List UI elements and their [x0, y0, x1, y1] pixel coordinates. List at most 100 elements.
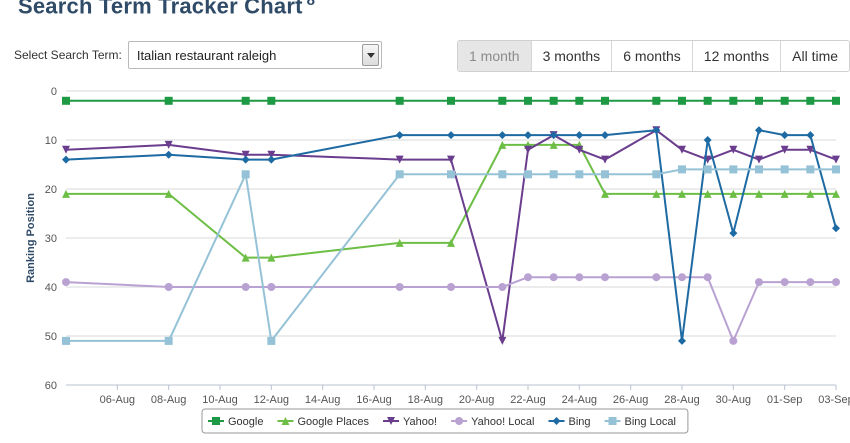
point-google-places-6 — [498, 140, 507, 149]
point-google-4 — [395, 96, 404, 105]
legend-item-yahoo-local[interactable]: Yahoo! Local — [451, 416, 535, 428]
legend-label-bing-local: Bing Local — [625, 416, 676, 428]
point-yahoo-local-1 — [164, 283, 173, 291]
x-tick-label-24-Aug: 24-Aug — [562, 394, 597, 406]
point-google-15 — [755, 96, 763, 105]
page-title-text: Search Term Tracker Chart — [18, 0, 303, 19]
y-tick-label-10: 10 — [45, 135, 57, 147]
legend-item-google-places[interactable]: Google Places — [277, 416, 370, 428]
x-tick-label-26-Aug: 26-Aug — [613, 394, 648, 406]
point-bing-15 — [755, 126, 763, 135]
point-yahoo-local-13 — [703, 273, 712, 282]
x-tick-label-18-Aug: 18-Aug — [408, 394, 443, 406]
range-button-1-month[interactable]: 1 month — [458, 41, 531, 71]
series-yahoo-local — [62, 273, 840, 345]
point-google-9 — [575, 96, 584, 105]
search-term-select[interactable]: Italian restaurant raleigh — [127, 41, 382, 69]
point-bing-local-13 — [703, 165, 712, 174]
series-google-places — [62, 140, 840, 262]
range-button-3-months[interactable]: 3 months — [530, 41, 612, 71]
series-bing — [62, 126, 840, 345]
point-bing-local-15 — [755, 165, 763, 174]
point-yahoo-local-16 — [780, 278, 789, 287]
point-bing-18 — [832, 224, 840, 233]
point-bing-6 — [498, 131, 507, 140]
legend-box — [201, 408, 689, 434]
point-google-0 — [62, 96, 70, 105]
point-google-places-5 — [447, 238, 455, 247]
point-yahoo-local-12 — [678, 273, 686, 282]
point-bing-0 — [62, 155, 70, 164]
point-bing-9 — [575, 131, 584, 140]
chevron-down-icon[interactable] — [361, 44, 379, 66]
point-bing-14 — [729, 229, 738, 238]
point-google-places-2 — [241, 253, 250, 262]
point-bing-local-16 — [780, 165, 789, 174]
point-google-places-8 — [549, 140, 558, 149]
point-yahoo-local-15 — [755, 278, 763, 287]
point-bing-local-3 — [267, 336, 276, 345]
legend-label-bing: Bing — [569, 416, 591, 428]
point-yahoo-3 — [267, 150, 276, 159]
point-yahoo-4 — [395, 155, 404, 164]
point-bing-local-12 — [678, 165, 686, 174]
x-tick-label-12-Aug: 12-Aug — [254, 394, 289, 406]
legend-label-google-places: Google Places — [297, 416, 369, 428]
x-tick-label-30-Aug: 30-Aug — [716, 394, 751, 406]
range-button-all-time[interactable]: All time — [780, 41, 850, 71]
range-button-6-months[interactable]: 6 months — [611, 41, 692, 71]
time-range-button-group: 1 month 3 months 6 months 12 months All … — [457, 40, 850, 72]
point-yahoo-15 — [755, 155, 763, 164]
point-yahoo-local-18 — [832, 278, 840, 287]
x-tick-label-10-Aug: 10-Aug — [202, 394, 237, 406]
point-bing-local-6 — [498, 170, 507, 179]
point-google-places-14 — [729, 189, 738, 198]
legend-marker-bing-local — [608, 417, 617, 425]
point-google-5 — [447, 96, 455, 105]
legend-item-google[interactable]: Google — [208, 416, 263, 428]
point-bing-local-2 — [241, 170, 250, 179]
x-tick-label-16-Aug: 16-Aug — [356, 394, 391, 406]
point-google-18 — [832, 96, 840, 105]
point-yahoo-12 — [678, 145, 686, 154]
point-yahoo-local-2 — [241, 283, 250, 291]
point-google-6 — [498, 96, 507, 105]
point-google-places-3 — [267, 253, 276, 262]
point-google-places-1 — [164, 189, 173, 198]
legend-item-bing[interactable]: Bing — [548, 416, 591, 428]
point-yahoo-local-4 — [395, 283, 404, 291]
point-google-14 — [729, 96, 738, 105]
y-tick-label-60: 60 — [45, 380, 57, 392]
point-google-places-11 — [652, 189, 661, 198]
point-google-places-10 — [601, 189, 609, 198]
point-google-7 — [524, 96, 532, 105]
point-bing-11 — [652, 126, 661, 135]
legend-item-bing-local[interactable]: Bing Local — [604, 416, 676, 428]
point-yahoo-6 — [498, 336, 507, 345]
point-yahoo-9 — [575, 145, 584, 154]
point-yahoo-local-3 — [267, 283, 276, 291]
point-bing-local-10 — [601, 170, 609, 179]
x-tick-label-01-Sep: 01-Sep — [767, 394, 802, 406]
y-tick-label-40: 40 — [45, 282, 57, 294]
point-yahoo-1 — [164, 140, 173, 149]
point-yahoo-local-9 — [575, 273, 584, 282]
y-tick-label-20: 20 — [45, 184, 57, 196]
series-bing-local — [62, 165, 840, 345]
x-tick-label-22-Aug: 22-Aug — [510, 394, 545, 406]
point-google-2 — [241, 96, 250, 105]
point-yahoo-local-8 — [549, 273, 558, 282]
x-tick-label-03-Sep: 03-Sep — [818, 394, 850, 406]
range-button-12-months[interactable]: 12 months — [691, 41, 781, 71]
point-yahoo-local-17 — [806, 278, 815, 287]
point-yahoo-local-6 — [498, 283, 507, 291]
point-bing-local-4 — [395, 170, 404, 179]
legend-marker-bing — [552, 417, 561, 425]
search-term-selector: Select Search Term: Italian restaurant r… — [14, 40, 382, 70]
y-tick-label-30: 30 — [45, 233, 57, 245]
point-bing-4 — [395, 131, 404, 140]
point-yahoo-7 — [524, 145, 532, 154]
y-tick-label-50: 50 — [45, 331, 57, 343]
legend-item-yahoo[interactable]: Yahoo! — [383, 416, 437, 428]
